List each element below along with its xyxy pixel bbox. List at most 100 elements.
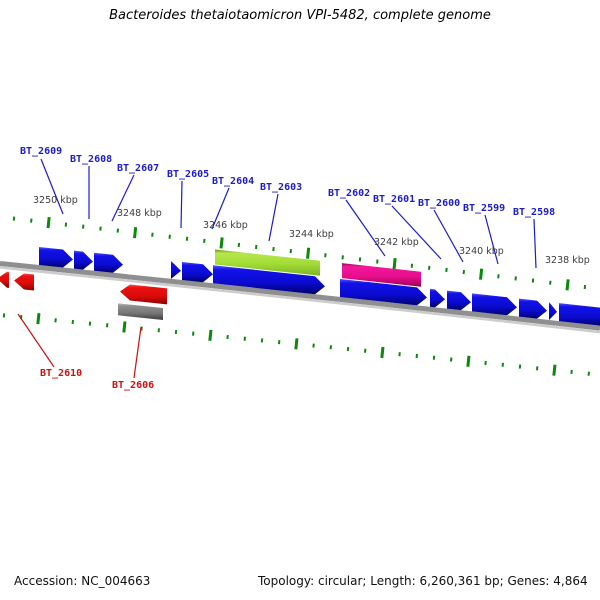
ruler-tick bbox=[208, 329, 213, 341]
ruler-tick bbox=[88, 321, 92, 326]
ruler-tick bbox=[415, 353, 419, 359]
gene-BT_2606[interactable] bbox=[118, 303, 163, 321]
gene-BT_2604[interactable] bbox=[182, 262, 213, 283]
ruler-tick bbox=[497, 274, 500, 279]
leader-line bbox=[111, 174, 135, 222]
ruler-tick bbox=[237, 242, 241, 248]
gene-BT_2606[interactable] bbox=[120, 284, 167, 305]
ruler-tick bbox=[2, 313, 6, 318]
gene-label-BT_2608[interactable]: BT_2608 bbox=[70, 154, 113, 165]
gene-BT_2600[interactable] bbox=[447, 290, 471, 311]
ruler-tick bbox=[324, 253, 327, 258]
genome-stats-text: Topology: circular; Length: 6,260,361 bp… bbox=[258, 574, 588, 588]
ruler-label: 3248 kbp bbox=[117, 208, 162, 219]
ruler-tick bbox=[535, 366, 539, 371]
ruler-label: 3244 kbp bbox=[289, 229, 334, 240]
ruler-tick bbox=[30, 218, 33, 223]
gene-BT_2608[interactable] bbox=[74, 250, 93, 270]
gene-BT_2609[interactable] bbox=[39, 247, 73, 268]
ruler-label: 3240 kbp bbox=[459, 246, 504, 257]
gene-label-BT_2606[interactable]: BT_2606 bbox=[112, 380, 155, 391]
backbone-shadow-line bbox=[0, 266, 600, 334]
ruler-tick bbox=[358, 257, 362, 262]
ruler-tick bbox=[174, 329, 178, 335]
ruler-tick bbox=[552, 364, 557, 376]
ruler-tick bbox=[272, 246, 275, 252]
gene-label-BT_2602[interactable]: BT_2602 bbox=[328, 188, 371, 199]
ruler-tick bbox=[226, 334, 229, 340]
gene-label-BT_2600[interactable]: BT_2600 bbox=[418, 198, 461, 209]
ruler-tick bbox=[479, 268, 484, 280]
backbone-line bbox=[0, 261, 600, 331]
ruler-tick bbox=[219, 237, 224, 249]
gene-unlabeled[interactable] bbox=[549, 301, 557, 320]
leader-line bbox=[345, 199, 386, 257]
ruler-tick bbox=[191, 331, 195, 336]
map-title: Bacteroides thetaiotaomicron VPI-5482, c… bbox=[109, 8, 491, 23]
ruler-tick bbox=[514, 276, 517, 281]
ruler-tick bbox=[99, 226, 102, 231]
gene-label-BT_2610[interactable]: BT_2610 bbox=[40, 368, 83, 379]
ruler-label: 3242 kbp bbox=[374, 237, 419, 248]
gene-BT_2605[interactable] bbox=[171, 260, 181, 279]
ruler-tick bbox=[306, 247, 311, 259]
gene-label-BT_2598[interactable]: BT_2598 bbox=[513, 207, 556, 218]
genome-backbone bbox=[0, 261, 600, 334]
gene-label-BT_2599[interactable]: BT_2599 bbox=[463, 203, 506, 214]
ruler-tick bbox=[466, 355, 471, 367]
leader-line bbox=[268, 193, 279, 242]
ruler-tick bbox=[12, 216, 16, 221]
ruler-tick bbox=[122, 321, 127, 333]
gene-BT_2602[interactable] bbox=[342, 263, 421, 287]
ruler-tick bbox=[449, 357, 453, 362]
ruler-tick bbox=[549, 280, 552, 285]
ruler-tick bbox=[243, 336, 247, 341]
ruler-tick bbox=[54, 318, 57, 323]
gene-features bbox=[0, 247, 600, 326]
ruler-label: 3238 kbp bbox=[545, 255, 590, 266]
ruler-tick bbox=[398, 352, 401, 357]
leader-lines bbox=[17, 158, 537, 379]
ruler-tick bbox=[36, 313, 41, 325]
leader-line bbox=[133, 326, 142, 379]
gene-BT_2598[interactable] bbox=[519, 298, 547, 319]
leader-line bbox=[211, 187, 230, 230]
ruler-tick bbox=[484, 360, 487, 366]
gene-BT_2602[interactable] bbox=[340, 278, 427, 306]
gene-BT_2601[interactable] bbox=[430, 288, 445, 308]
ruler-tick bbox=[363, 348, 367, 353]
gene-label-BT_2609[interactable]: BT_2609 bbox=[20, 146, 63, 157]
gene-BT_2603[interactable] bbox=[215, 249, 320, 276]
leader-line bbox=[40, 158, 64, 215]
ruler-tick bbox=[277, 340, 281, 345]
gene-label-BT_2603[interactable]: BT_2603 bbox=[260, 182, 303, 193]
ruler-tick bbox=[294, 338, 299, 350]
status-bar: Accession: NC_004663 Topology: circular;… bbox=[0, 570, 600, 600]
ruler-label: 3246 kbp bbox=[203, 220, 248, 231]
gene-unlabeled[interactable] bbox=[559, 303, 600, 326]
ruler-tick bbox=[168, 234, 171, 239]
ruler-tick bbox=[410, 263, 414, 268]
ruler-tick bbox=[185, 236, 189, 241]
gene-BT_2603[interactable] bbox=[213, 265, 325, 295]
ruler-tick bbox=[587, 371, 591, 376]
gene-label-BT_2604[interactable]: BT_2604 bbox=[212, 176, 255, 187]
ruler-tick bbox=[133, 227, 138, 239]
gene-BT_2610[interactable] bbox=[14, 273, 34, 291]
ruler-tick bbox=[260, 338, 264, 343]
ruler-tick bbox=[445, 267, 448, 273]
ruler-tick bbox=[203, 238, 206, 243]
gene-label-BT_2601[interactable]: BT_2601 bbox=[373, 194, 416, 205]
gene-label-BT_2605[interactable]: BT_2605 bbox=[167, 169, 210, 180]
ruler-tick bbox=[341, 255, 344, 260]
gene-BT_2607[interactable] bbox=[94, 252, 123, 273]
ruler-tick bbox=[289, 249, 293, 254]
gene-unlabeled[interactable] bbox=[0, 271, 9, 288]
gene-BT_2599[interactable] bbox=[472, 293, 517, 316]
gene-label-BT_2607[interactable]: BT_2607 bbox=[117, 163, 160, 174]
ruler-tick bbox=[329, 345, 333, 350]
leader-line bbox=[433, 209, 464, 263]
